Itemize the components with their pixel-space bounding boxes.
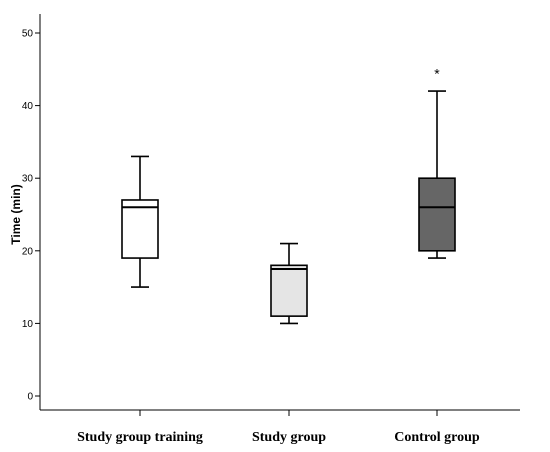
x-category-label: Control group	[394, 430, 480, 445]
y-ticks: 0 10 20 30 40 50	[22, 29, 40, 403]
y-tick-label: 50	[22, 29, 34, 40]
box-plot-2	[270, 242, 308, 325]
iqr-box	[121, 199, 159, 259]
y-axis-title: Time (min)	[9, 184, 23, 244]
significance-marker: *	[434, 65, 440, 81]
y-tick-label: 10	[22, 319, 34, 330]
annotations: *	[434, 65, 440, 81]
x-ticks: Study group training Study group Control g…	[77, 410, 480, 445]
x-category-label: Study group training	[77, 430, 203, 445]
y-tick-label: 0	[27, 392, 33, 403]
y-tick-label: 20	[22, 246, 34, 257]
box-plot-1	[121, 155, 159, 288]
y-tick-label: 40	[22, 101, 34, 112]
box-plot-3	[418, 90, 456, 259]
iqr-box	[418, 177, 456, 252]
y-tick-label: 30	[22, 174, 34, 185]
axes	[39, 14, 520, 411]
iqr-box	[270, 264, 308, 317]
x-category-label: Study group	[252, 430, 326, 445]
boxes	[121, 90, 456, 325]
